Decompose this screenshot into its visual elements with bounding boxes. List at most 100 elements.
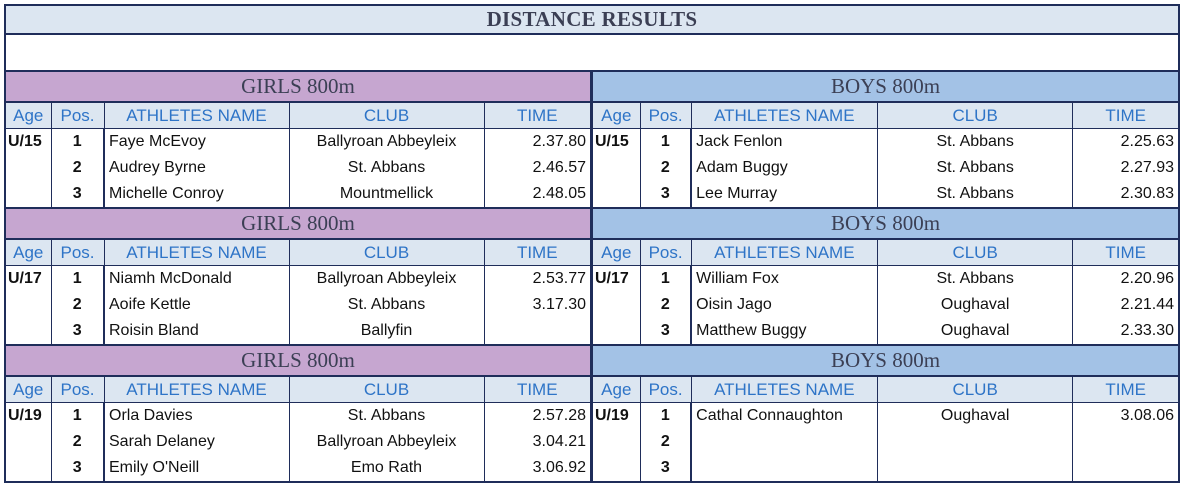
club-header: CLUB [876,376,1074,403]
name-header: ATHLETES NAME [690,376,878,403]
pos-header: Pos. [50,102,105,129]
pos-header: Pos. [639,239,692,266]
pos-header: Pos. [639,102,692,129]
athlete-name-cell: Sarah Delaney [103,429,290,455]
time-cell: 2.53.77 [484,265,590,292]
position-cell: 3 [51,455,105,481]
table-header-row: Age Pos. ATHLETES NAME CLUB TIME [593,239,1178,266]
table-row: U/17 1 William Fox St. Abbans 2.20.96 [593,265,1178,292]
table-row: 3 Emily O'Neill Emo Rath 3.06.92 [6,455,590,481]
table-row: 3 [593,455,1178,481]
position-cell: 2 [640,292,692,318]
age-group-cell [6,429,52,455]
time-cell [484,318,590,344]
time-header: TIME [483,239,590,266]
time-header: TIME [1072,376,1178,403]
position-cell: 1 [640,402,692,429]
club-cell: St. Abbans [877,181,1074,207]
age-group-cell [6,181,52,207]
table-row: 2 Aoife Kettle St. Abbans 3.17.30 [6,292,590,318]
club-cell: Ballyroan Abbeyleix [289,429,485,455]
athlete-name-cell: Audrey Byrne [103,155,290,181]
time-cell: 2.33.30 [1120,322,1174,339]
girls-event-title: GIRLS 800m [6,72,590,102]
girls-results-table: Age Pos. ATHLETES NAME CLUB TIME U/19 1 Orla Da… [6,376,590,481]
age-header: Age [6,376,52,403]
age-group-cell: U/19 [593,402,641,429]
age-group-cell [593,155,641,181]
club-header: CLUB [876,102,1074,129]
position-cell: 3 [640,318,692,344]
athlete-name-cell: Matthew Buggy [690,318,878,344]
club-cell: Ballyroan Abbeyleix [289,265,485,292]
table-header-row: Age Pos. ATHLETES NAME CLUB TIME [593,102,1178,129]
time-cell: 2.27.93 [1120,159,1174,176]
position-cell: 1 [51,402,105,429]
table-row: 2 Oisin Jago Oughaval 2.21.44 [593,292,1178,318]
position-cell: 3 [640,181,692,207]
club-header: CLUB [288,376,485,403]
time-cell: 2.20.96 [1072,265,1178,292]
club-header: CLUB [288,239,485,266]
results-block: GIRLS 800m Age Pos. ATHLETES NAME CLUB TIME U/… [4,209,1180,346]
age-header: Age [6,239,52,266]
age-header: Age [6,102,52,129]
boys-event-title: BOYS 800m [593,72,1178,102]
athlete-name-cell [690,455,878,481]
results-blocks: GIRLS 800m Age Pos. ATHLETES NAME CLUB TIME U/… [4,72,1180,483]
time-cell: 3.06.92 [532,459,586,476]
position-cell: 1 [51,265,105,292]
age-group-cell: U/17 [593,265,641,292]
table-row: 2 Audrey Byrne St. Abbans 2.46.57 [6,155,590,181]
table-row: U/17 1 Niamh McDonald Ballyroan Abbeyleix 2.… [6,265,590,292]
athlete-name-cell: Aoife Kettle [103,292,290,318]
table-row: U/19 1 Cathal Connaughton Oughaval 3.08.06 [593,402,1178,429]
time-cell: 3.04.21 [532,433,586,450]
position-cell: 2 [51,429,105,455]
pos-header: Pos. [50,376,105,403]
club-cell: St. Abbans [289,292,485,318]
table-row: U/15 1 Jack Fenlon St. Abbans 2.25.63 [593,128,1178,155]
time-cell: 3.17.30 [532,296,586,313]
boys-panel: BOYS 800m Age Pos. ATHLETES NAME CLUB TIME U/1… [592,346,1180,483]
athlete-name-cell: Oisin Jago [690,292,878,318]
table-row: 3 Michelle Conroy Mountmellick 2.48.05 [6,181,590,207]
table-row: 2 [593,429,1178,455]
time-cell: 2.48.05 [532,185,586,202]
girls-results-table: Age Pos. ATHLETES NAME CLUB TIME U/17 1 Niamh M… [6,239,590,344]
table-row: 3 Roisin Bland Ballyfin [6,318,590,344]
position-cell: 2 [51,155,105,181]
time-cell: 2.30.83 [1120,185,1174,202]
name-header: ATHLETES NAME [690,239,878,266]
name-header: ATHLETES NAME [103,376,290,403]
boys-results-table: Age Pos. ATHLETES NAME CLUB TIME U/19 1 Cathal … [593,376,1178,481]
athlete-name-cell: Jack Fenlon [690,128,878,155]
table-row: 3 Matthew Buggy Oughaval 2.33.30 [593,318,1178,344]
age-header: Age [593,102,641,129]
sheet-title: DISTANCE RESULTS [4,4,1180,35]
age-group-cell: U/19 [6,402,52,429]
age-group-cell [6,292,52,318]
time-header: TIME [483,102,590,129]
pos-header: Pos. [639,376,692,403]
athlete-name-cell: Michelle Conroy [103,181,290,207]
table-row: U/15 1 Faye McEvoy Ballyroan Abbeyleix 2.37.… [6,128,590,155]
club-cell [877,429,1074,455]
time-header: TIME [1072,102,1178,129]
name-header: ATHLETES NAME [103,239,290,266]
athlete-name-cell: Roisin Bland [103,318,290,344]
club-cell: St. Abbans [877,155,1074,181]
position-cell: 1 [640,265,692,292]
girls-panel: GIRLS 800m Age Pos. ATHLETES NAME CLUB TIME U/… [4,209,592,346]
athlete-name-cell: Niamh McDonald [103,265,290,292]
name-header: ATHLETES NAME [103,102,290,129]
club-cell: Ballyroan Abbeyleix [289,128,485,155]
boys-results-table: Age Pos. ATHLETES NAME CLUB TIME U/15 1 Jack Fe… [593,102,1178,207]
age-group-cell [593,455,641,481]
club-header: CLUB [876,239,1074,266]
position-cell: 2 [51,292,105,318]
age-group-cell [6,318,52,344]
age-header: Age [593,239,641,266]
table-header-row: Age Pos. ATHLETES NAME CLUB TIME [6,376,590,403]
club-cell: Oughaval [877,402,1074,429]
